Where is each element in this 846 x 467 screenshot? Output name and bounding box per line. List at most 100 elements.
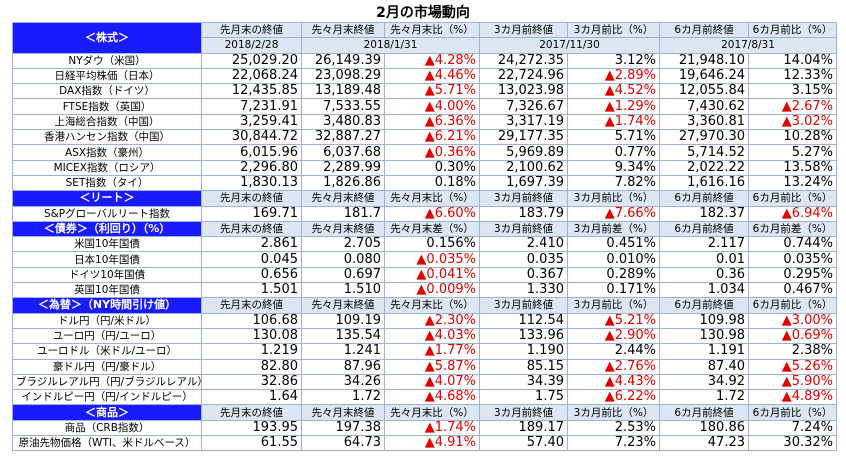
data-row: MICEX指数（ロシア） 2,296.80 2,289.99 0.30% 2,100.6…: [12, 159, 837, 176]
section-title: ＜為替＞（NY時間引け値）: [12, 297, 202, 314]
column-header: 先々月末比（%）: [384, 404, 480, 421]
column-header: 6カ月前比（%）: [748, 21, 837, 39]
row-name: 香港ハンセン指数（中国）: [12, 129, 202, 146]
value-cell: 1.510: [301, 282, 385, 299]
value-cell: 109.98: [659, 312, 749, 329]
value-cell: 87.96: [301, 358, 385, 375]
value-cell: 7.82%: [567, 174, 660, 192]
column-header: 6カ月前終値: [659, 190, 749, 207]
row-name: ASX指数（豪州）: [12, 144, 202, 161]
value-cell: 7,430.62: [659, 98, 749, 115]
value-cell: ▲5.71%: [384, 83, 480, 100]
value-cell: ▲6.21%: [384, 129, 480, 146]
value-cell: 169.71: [201, 205, 302, 222]
value-cell: 1,697.39: [479, 174, 568, 192]
section-header-row: ＜為替＞（NY時間引け値） 先月末の終値 先々月末終値 先々月末比（%） 3カ月前終値 3…: [12, 297, 837, 314]
value-cell: ▲2.76%: [567, 358, 660, 375]
value-cell: 30.32%: [748, 435, 837, 452]
value-cell: 10.28%: [748, 129, 837, 146]
value-cell: 7,326.67: [479, 98, 568, 115]
value-cell: 2,100.62: [479, 159, 568, 176]
value-cell: ▲1.74%: [384, 419, 480, 437]
data-row: 日本10年国債 0.045 0.080 ▲0.035% 0.035 0.010% 0.01 0…: [12, 251, 837, 268]
value-cell: 13,189.48: [301, 83, 385, 100]
column-header: 6カ月前終値: [659, 21, 749, 39]
column-header: 3カ月前終値: [479, 21, 568, 39]
data-row: ASX指数（豪州） 6,015.96 6,037.68 ▲0.36% 5,969.89 0…: [12, 144, 837, 161]
value-cell: 57.40: [479, 435, 568, 452]
value-cell: 3,317.19: [479, 113, 568, 131]
row-name: ブラジルレアル円（円/ブラジルレアル）: [12, 373, 202, 391]
section-title: ＜リート＞: [12, 190, 202, 207]
value-cell: 85.15: [479, 358, 568, 375]
value-cell: 9.34%: [567, 159, 660, 176]
date-header: 2018/2/28: [201, 37, 302, 54]
value-cell: 22,724.96: [479, 67, 568, 85]
value-cell: 197.38: [301, 419, 385, 437]
data-row: S&Pグローバルリート指数 169.71 181.7 ▲6.60% 183.79 ▲7.6…: [12, 205, 837, 222]
section-header-row: ＜株式＞ 先月末の終値 先々月末終値 先々月末比（%） 3カ月前終値 3カ月前比（%） 6カ…: [12, 21, 837, 54]
row-name: DAX指数（ドイツ）: [12, 83, 202, 100]
value-cell: 2.410: [479, 236, 568, 253]
value-cell: 2,296.80: [201, 159, 302, 176]
column-header: 3カ月前差（%）: [567, 220, 660, 238]
value-cell: 0.035%: [748, 251, 837, 268]
column-header: 3カ月前比（%）: [567, 21, 660, 39]
value-cell: 1.330: [479, 282, 568, 299]
value-cell: 0.30%: [384, 159, 480, 176]
value-cell: ▲4.46%: [384, 67, 480, 85]
value-cell: 19,646.24: [659, 67, 749, 85]
value-cell: 1,616.16: [659, 174, 749, 192]
value-cell: 2,289.99: [301, 159, 385, 176]
column-header: 先々月末比（%）: [384, 21, 480, 39]
column-header: 3カ月前比（%）: [567, 404, 660, 421]
value-cell: 13.24%: [748, 174, 837, 192]
value-cell: 82.80: [201, 358, 302, 375]
value-cell: ▲7.66%: [567, 205, 660, 222]
value-cell: 1.219: [201, 343, 302, 360]
value-cell: 30,844.72: [201, 129, 302, 146]
value-cell: 0.035: [479, 251, 568, 268]
section-header-row: ＜商品＞ 先月末の終値 先々月末終値 先々月末比（%） 3カ月前終値 3カ月前比（%） 6カ…: [12, 404, 837, 421]
row-name: 米国10年国債: [12, 236, 202, 253]
value-cell: ▲0.69%: [748, 327, 837, 345]
value-cell: ▲4.68%: [384, 389, 480, 406]
data-row: 米国10年国債 2.861 2.705 0.156% 2.410 0.451% 2.117 0…: [12, 236, 837, 253]
value-cell: 1.241: [301, 343, 385, 360]
value-cell: ▲4.07%: [384, 373, 480, 391]
column-header: 3カ月前終値: [479, 297, 568, 314]
value-cell: ▲6.36%: [384, 113, 480, 131]
column-header: 先月末の終値: [201, 190, 302, 207]
value-cell: 0.744%: [748, 236, 837, 253]
value-cell: 87.40: [659, 358, 749, 375]
column-header: 6カ月前終値: [659, 404, 749, 421]
value-cell: ▲2.67%: [748, 98, 837, 115]
column-header: 6カ月前差（%）: [748, 220, 837, 238]
column-header: 先々月末終値: [301, 190, 385, 207]
value-cell: 193.95: [201, 419, 302, 437]
row-name: ドイツ10年国債: [12, 266, 202, 284]
value-cell: 26,149.39: [301, 52, 385, 69]
column-header: 6カ月前比（%）: [748, 190, 837, 207]
value-cell: ▲4.89%: [748, 389, 837, 406]
value-cell: ▲1.74%: [567, 113, 660, 131]
value-cell: 22,068.24: [201, 67, 302, 85]
value-cell: ▲6.22%: [567, 389, 660, 406]
row-name: S&Pグローバルリート指数: [12, 205, 202, 222]
value-cell: 29,177.35: [479, 129, 568, 146]
data-row: 香港ハンセン指数（中国） 30,844.72 32,887.27 ▲6.21% 29,1…: [12, 129, 837, 146]
value-cell: 2.861: [201, 236, 302, 253]
value-cell: 5,969.89: [479, 144, 568, 161]
value-cell: 1.034: [659, 282, 749, 299]
value-cell: 1.191: [659, 343, 749, 360]
value-cell: 181.7: [301, 205, 385, 222]
value-cell: 0.01: [659, 251, 749, 268]
data-row: 英国10年国債 1.501 1.510 ▲0.009% 1.330 0.171% 1.034…: [12, 282, 837, 299]
data-row: ユーロドル（米ドル/ユーロ） 1.219 1.241 ▲1.77% 1.190 2.44%…: [12, 343, 837, 360]
date-header: 2017/11/30: [479, 37, 660, 54]
row-name: ユーロドル（米ドル/ユーロ）: [12, 343, 202, 360]
column-header: 先々月末終値: [301, 297, 385, 314]
row-name: インドルピー円（円/インドルピー）: [12, 389, 202, 406]
value-cell: 135.54: [301, 327, 385, 345]
